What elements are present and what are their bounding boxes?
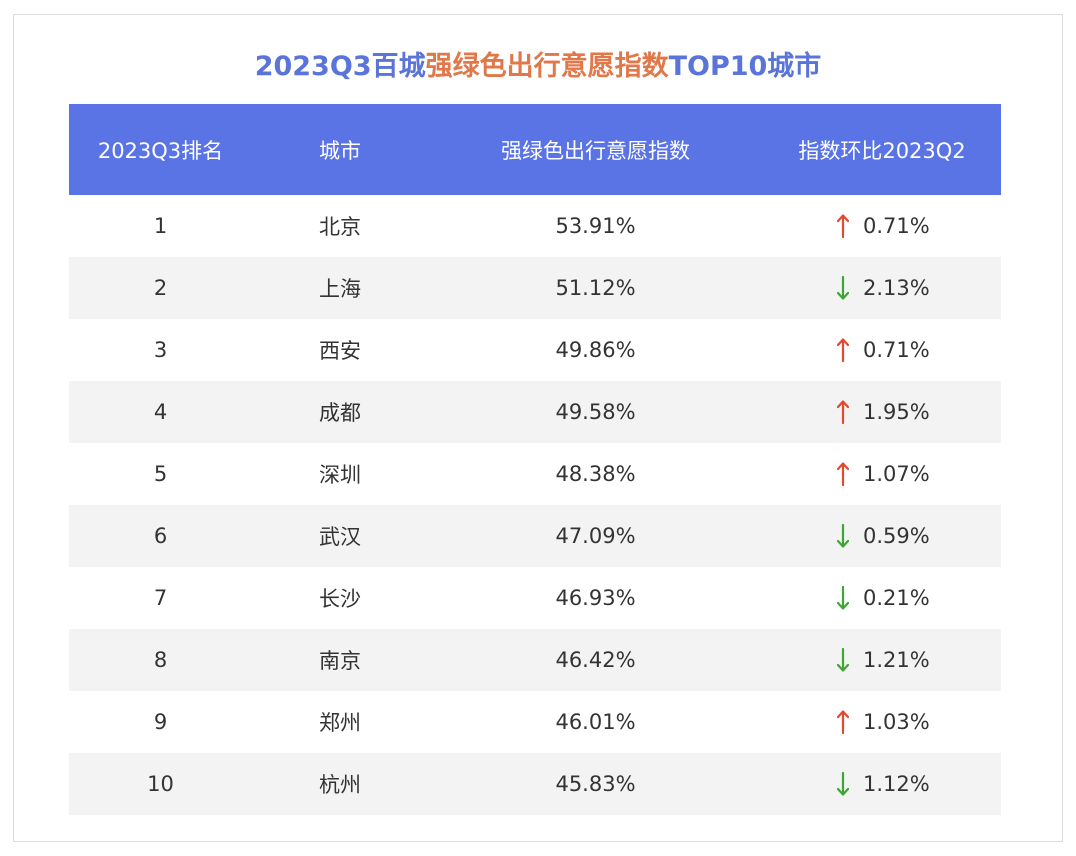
change-value: 0.21% <box>863 586 930 610</box>
change-cell: 0.71% <box>763 337 1001 363</box>
title-part-2: 强绿色出行意愿指数 <box>425 51 669 82</box>
change-cell: 0.59% <box>763 523 1001 549</box>
rank-cell: 1 <box>153 214 168 238</box>
arrow-up-icon <box>837 400 849 425</box>
change-cell: 1.21% <box>763 647 1001 673</box>
header-city: 城市 <box>319 138 361 163</box>
index-cell: 49.58% <box>555 400 636 424</box>
index-cell: 48.38% <box>555 462 636 486</box>
rank-cell: 7 <box>153 586 168 610</box>
header-rank: 2023Q3排名 <box>97 138 224 163</box>
table-row: 2 上海 51.12% 2.13% <box>69 257 1001 319</box>
header-change: 指数环比2023Q2 <box>798 138 966 163</box>
change-value: 0.71% <box>863 338 930 362</box>
index-cell: 47.09% <box>555 524 636 548</box>
change-cell: 0.71% <box>763 213 1001 239</box>
index-cell: 46.93% <box>555 586 636 610</box>
change-value: 0.59% <box>863 524 930 548</box>
change-cell: 2.13% <box>763 275 1001 301</box>
change-cell: 0.21% <box>763 585 1001 611</box>
table-row: 8 南京 46.42% 1.21% <box>69 629 1001 691</box>
arrow-up-icon <box>837 338 849 363</box>
city-cell: 长沙 <box>319 587 361 611</box>
table-row: 7 长沙 46.93% 0.21% <box>69 567 1001 629</box>
change-value: 1.07% <box>863 462 930 486</box>
arrow-up-icon <box>837 462 849 487</box>
table-row: 1 北京 53.91% 0.71% <box>69 195 1001 257</box>
title-part-1: 2023Q3百城 <box>254 51 426 82</box>
index-cell: 51.12% <box>555 276 636 300</box>
arrow-down-icon <box>837 647 849 672</box>
table-row: 5 深圳 48.38% 1.07% <box>69 443 1001 505</box>
table-body: 1 北京 53.91% 0.71% 2 上海 51.12% 2.13% 3 西安 49.86% 0.7… <box>69 195 1001 815</box>
city-cell: 上海 <box>319 277 361 301</box>
change-cell: 1.07% <box>763 461 1001 487</box>
header-index: 强绿色出行意愿指数 <box>501 138 690 163</box>
change-cell: 1.03% <box>763 709 1001 735</box>
rank-cell: 10 <box>147 772 174 796</box>
arrow-up-icon <box>837 214 849 239</box>
title-part-3: TOP10城市 <box>668 51 822 82</box>
change-value: 1.21% <box>863 648 930 672</box>
arrow-down-icon <box>837 523 849 548</box>
rank-cell: 8 <box>153 648 168 672</box>
change-value: 0.71% <box>863 214 930 238</box>
rank-cell: 5 <box>153 462 168 486</box>
index-cell: 46.01% <box>555 710 636 734</box>
change-cell: 1.12% <box>763 771 1001 797</box>
rank-cell: 9 <box>153 710 168 734</box>
city-cell: 武汉 <box>319 525 361 549</box>
index-cell: 53.91% <box>555 214 636 238</box>
index-cell: 45.83% <box>555 772 636 796</box>
ranking-table: 2023Q3排名 城市 强绿色出行意愿指数 指数环比2023Q2 1 北京 53.9… <box>69 104 1001 815</box>
table-row: 9 郑州 46.01% 1.03% <box>69 691 1001 753</box>
rank-cell: 4 <box>153 400 168 424</box>
arrow-down-icon <box>837 771 849 796</box>
city-cell: 西安 <box>319 339 361 363</box>
change-value: 1.95% <box>863 400 930 424</box>
chart-title: 2023Q3百城强绿色出行意愿指数TOP10城市 <box>0 52 1076 82</box>
table-row: 3 西安 49.86% 0.71% <box>69 319 1001 381</box>
rank-cell: 2 <box>153 276 168 300</box>
city-cell: 成都 <box>319 401 361 425</box>
city-cell: 杭州 <box>319 773 361 797</box>
change-value: 1.03% <box>863 710 930 734</box>
table-header: 2023Q3排名 城市 强绿色出行意愿指数 指数环比2023Q2 <box>69 104 1001 195</box>
arrow-down-icon <box>837 585 849 610</box>
city-cell: 北京 <box>319 215 361 239</box>
table-row: 10 杭州 45.83% 1.12% <box>69 753 1001 815</box>
rank-cell: 3 <box>153 338 168 362</box>
arrow-up-icon <box>837 710 849 735</box>
arrow-down-icon <box>837 275 849 300</box>
change-value: 2.13% <box>863 276 930 300</box>
city-cell: 南京 <box>319 649 361 673</box>
change-value: 1.12% <box>863 772 930 796</box>
index-cell: 46.42% <box>555 648 636 672</box>
table-row: 4 成都 49.58% 1.95% <box>69 381 1001 443</box>
city-cell: 深圳 <box>319 463 361 487</box>
index-cell: 49.86% <box>555 338 636 362</box>
change-cell: 1.95% <box>763 399 1001 425</box>
rank-cell: 6 <box>153 524 168 548</box>
city-cell: 郑州 <box>319 711 361 735</box>
table-row: 6 武汉 47.09% 0.59% <box>69 505 1001 567</box>
